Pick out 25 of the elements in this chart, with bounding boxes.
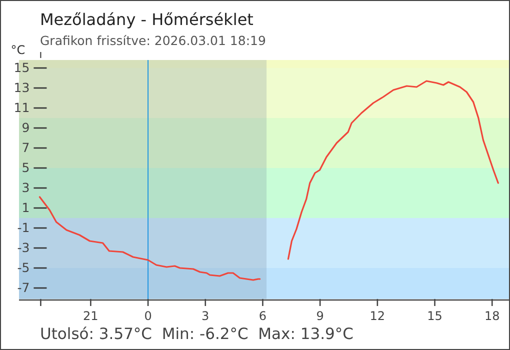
y-tick-label: 7 <box>22 140 30 155</box>
x-tick-label: 0 <box>144 309 152 323</box>
x-tick-label: 9 <box>316 309 324 323</box>
x-tick-label: 6 <box>258 309 267 323</box>
x-tick-label: 15 <box>427 309 442 323</box>
y-tick-label: 15 <box>14 60 30 75</box>
text: Utolsó: 3.57°C Min: -6.2°C Max: 13.9°C <box>40 325 354 343</box>
x-tick-label: 18 <box>484 309 500 323</box>
y-tick-label: 5 <box>22 160 30 175</box>
x-tick-label: 3 <box>202 309 210 323</box>
y-tick-label: 3 <box>22 180 30 195</box>
x-tick-label: 21 <box>83 309 98 323</box>
chart-subtitle: Grafikon frissítve: 2026.03.01 18:19 <box>40 33 266 48</box>
y-tick-label: -7 <box>17 280 30 295</box>
y-tick-label: -5 <box>17 260 30 275</box>
chart-title: Mezőladány - Hőmérséklet <box>40 10 254 29</box>
y-tick-label: 1 <box>22 200 30 215</box>
y-tick-label: 9 <box>22 120 30 135</box>
y-tick-label: -1 <box>17 220 30 235</box>
y-tick-label: 13 <box>14 80 30 95</box>
y-axis-scale: -7 -5 -3 -1 1 3 5 7 9 11 13 15 <box>14 60 47 295</box>
y-tick-label: 11 <box>14 100 30 115</box>
y-axis-title: °C <box>10 43 26 57</box>
x-tick-label: 12 <box>370 309 386 323</box>
y-tick-label: -3 <box>17 240 30 255</box>
